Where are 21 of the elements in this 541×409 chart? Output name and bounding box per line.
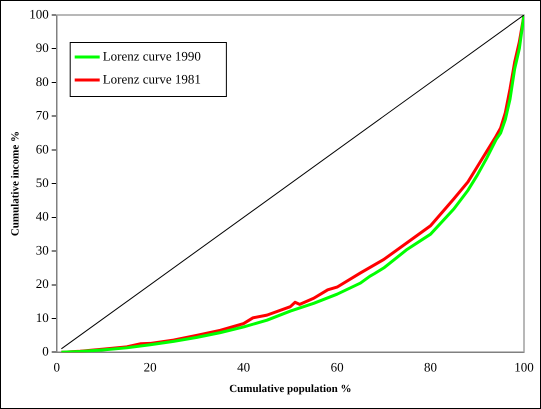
y-tick-label: 20 (36, 276, 49, 292)
y-tick-label: 30 (36, 242, 49, 258)
x-tick-label: 80 (424, 359, 438, 374)
y-tick-label: 100 (29, 6, 49, 22)
y-tick-label: 80 (36, 74, 49, 89)
y-tick-label: 90 (36, 40, 49, 56)
x-tick-label: 20 (144, 359, 157, 374)
x-tick-label: 60 (330, 359, 344, 374)
y-tick-label: 50 (36, 175, 49, 190)
y-tick-label: 10 (36, 310, 49, 325)
y-tick-label: 40 (36, 208, 49, 224)
x-tick-label: 40 (237, 359, 250, 374)
y-tick-label: 0 (42, 344, 49, 359)
x-tick-label: 100 (514, 359, 534, 374)
x-axis-title: Cumulative population % (229, 383, 352, 396)
x-tick-label: 0 (53, 359, 60, 374)
y-axis-title: Cumulative income % (9, 131, 22, 236)
legend-label: Lorenz curve 1981 (102, 71, 201, 86)
legend-label: Lorenz curve 1990 (102, 48, 201, 64)
y-tick-label: 70 (36, 108, 49, 123)
y-tick-label: 60 (36, 141, 49, 156)
